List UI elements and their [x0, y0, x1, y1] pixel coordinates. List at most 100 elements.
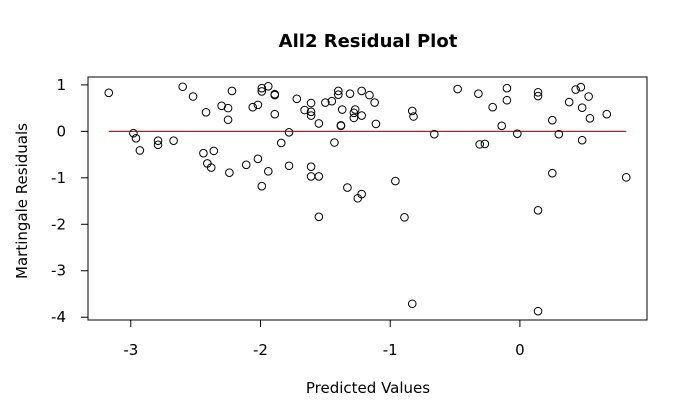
data-point — [343, 183, 352, 192]
data-point — [314, 212, 324, 222]
data-point — [306, 98, 316, 108]
data-point — [131, 134, 141, 143]
data-point — [263, 81, 273, 91]
data-point — [306, 107, 316, 117]
data-point — [548, 168, 557, 178]
data-point — [314, 119, 324, 128]
data-point — [409, 112, 418, 121]
data-point — [585, 114, 595, 123]
y-tick-label: -1 — [51, 169, 66, 187]
data-point — [621, 173, 631, 182]
data-point — [371, 119, 381, 129]
data-point — [135, 146, 145, 155]
data-point — [475, 140, 484, 149]
x-tick-label: -1 — [383, 341, 398, 359]
data-point — [502, 83, 512, 93]
data-point — [502, 95, 512, 105]
data-point — [153, 136, 163, 145]
x-tick-label: -2 — [253, 341, 268, 359]
data-point — [284, 127, 294, 137]
chart-title: All2 Residual Plot — [279, 31, 458, 52]
data-point — [248, 102, 258, 112]
data-point — [104, 88, 114, 98]
data-point — [253, 154, 263, 164]
data-point — [227, 86, 237, 96]
data-point — [576, 82, 586, 92]
data-point — [533, 91, 543, 101]
data-point — [400, 213, 409, 222]
data-point — [153, 140, 163, 150]
data-point — [357, 111, 366, 120]
data-point — [201, 108, 211, 117]
data-point — [300, 105, 309, 115]
data-point — [480, 139, 490, 149]
data-point — [337, 105, 347, 114]
data-point — [584, 92, 593, 101]
data-point — [199, 148, 208, 158]
data-point — [554, 129, 564, 139]
data-point — [533, 306, 543, 316]
data-point — [178, 82, 187, 92]
x-tick-label: 0 — [515, 341, 525, 359]
y-tick-label: -3 — [51, 262, 66, 280]
data-point — [257, 181, 267, 191]
data-point — [370, 98, 379, 107]
data-point — [206, 163, 216, 172]
data-point — [327, 96, 337, 106]
y-tick-label: -4 — [51, 308, 66, 326]
data-point — [391, 176, 400, 186]
data-point — [349, 113, 359, 123]
data-point — [270, 109, 280, 119]
data-point — [474, 89, 483, 99]
data-point — [306, 162, 316, 171]
data-point — [357, 189, 366, 199]
data-point — [306, 111, 316, 120]
data-point — [129, 128, 138, 138]
data-point — [571, 85, 580, 94]
data-point — [321, 98, 330, 107]
data-point — [533, 206, 543, 215]
data-point — [453, 84, 462, 94]
data-point — [306, 172, 316, 181]
data-point — [223, 103, 233, 113]
data-point — [314, 172, 324, 181]
y-axis: -4 -3 -2 -1 0 1 — [51, 76, 88, 326]
data-point — [577, 103, 587, 112]
data-point — [209, 146, 219, 156]
x-tick-label: -3 — [123, 341, 138, 359]
data-point — [357, 86, 366, 96]
data-point — [407, 106, 417, 116]
data-point — [548, 115, 557, 125]
plot-frame — [87, 76, 648, 321]
x-axis-label: Predicted Values — [306, 379, 430, 397]
data-point — [429, 129, 439, 139]
data-point — [284, 161, 294, 171]
data-point — [292, 94, 302, 104]
data-point — [488, 102, 497, 112]
data-point — [577, 135, 587, 145]
data-point — [407, 299, 417, 309]
y-tick-label: 0 — [56, 122, 66, 140]
data-point — [276, 138, 286, 148]
y-axis-label: Martingale Residuals — [13, 123, 31, 279]
data-point — [533, 88, 543, 97]
data-points — [104, 81, 631, 316]
y-tick-label: -2 — [51, 215, 66, 233]
data-point — [225, 168, 234, 178]
data-point — [330, 138, 339, 147]
data-point — [241, 160, 251, 170]
y-tick-label: 1 — [56, 76, 66, 94]
data-point — [223, 115, 233, 125]
data-point — [169, 136, 178, 145]
data-point — [564, 97, 574, 107]
data-point — [497, 121, 507, 131]
data-point — [345, 89, 355, 99]
data-point — [334, 86, 343, 96]
data-point — [257, 83, 267, 93]
data-point — [270, 90, 280, 100]
data-point — [365, 90, 374, 100]
data-point — [257, 87, 267, 96]
data-point — [350, 105, 360, 114]
x-axis: -3 -2 -1 0 — [123, 320, 525, 359]
